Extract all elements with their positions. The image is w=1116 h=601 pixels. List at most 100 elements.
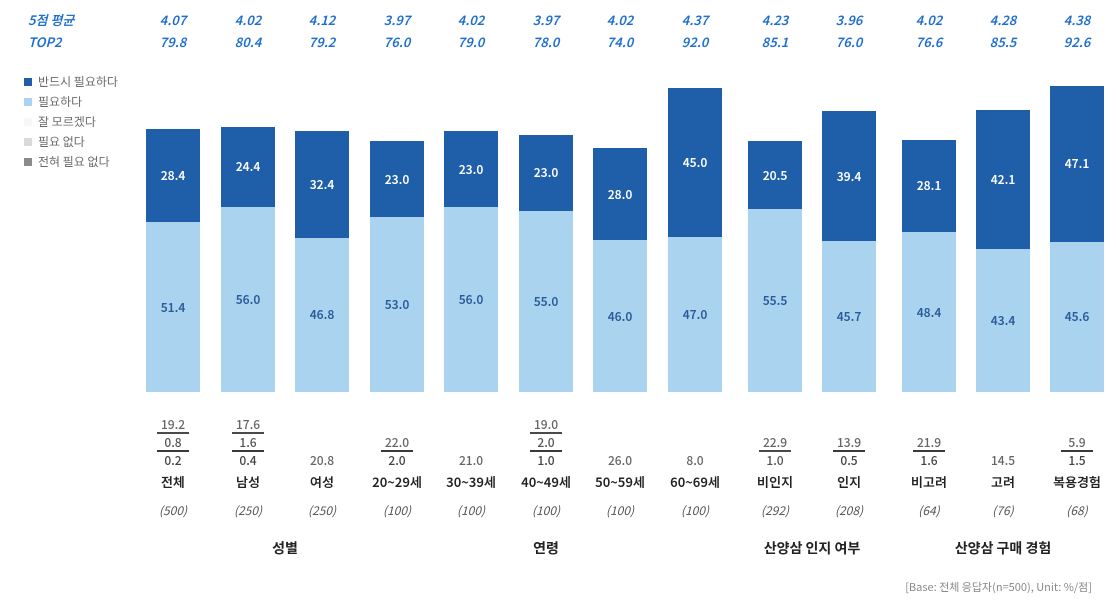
bar-segment-value: 23.0	[385, 171, 410, 188]
bar-segment-needed: 46.8	[295, 238, 349, 392]
below-bar-values: 21.91.6	[902, 435, 956, 468]
below-bar-values: 22.91.0	[748, 435, 802, 468]
bar-segment-value: 51.4	[161, 299, 186, 316]
bar-segment-value: 45.0	[683, 154, 708, 171]
metric-mean-value: 4.02	[590, 10, 650, 29]
dont-know-value: 26.0	[593, 453, 647, 468]
not-needed-at-all-value: 0.4	[232, 450, 264, 468]
not-needed-at-all-value: 0.5	[833, 450, 865, 468]
below-bar-values: 13.90.5	[822, 435, 876, 468]
bar-segment-value: 28.1	[917, 177, 942, 194]
metric-top2-value: 76.6	[899, 32, 959, 51]
bar-segment-strongly-needed: 45.0	[668, 88, 722, 237]
x-axis-label: 고려	[968, 472, 1038, 491]
group-header: 산양삼 구매 경험	[893, 538, 1113, 558]
dont-know-value: 5.9	[1050, 435, 1104, 450]
not-needed-at-all-value: 1.5	[1061, 450, 1093, 468]
bar-segment-value: 55.0	[534, 293, 559, 310]
bar-segment-value: 42.1	[991, 171, 1016, 188]
metric-mean-value: 3.97	[516, 10, 576, 29]
below-bar-values: 8.0	[668, 453, 722, 468]
metric-top2-value: 79.2	[292, 32, 352, 51]
bar-segment-strongly-needed: 39.4	[822, 111, 876, 241]
below-bar-values: 19.20.80.2	[146, 417, 200, 468]
n-label: (68)	[1047, 502, 1107, 519]
bar-segment-value: 47.0	[683, 306, 708, 323]
bar-segment-value: 28.4	[161, 167, 186, 184]
bar-segment-value: 23.0	[459, 161, 484, 178]
bar-segment-needed: 43.4	[976, 249, 1030, 392]
metric-mean-value: 4.02	[899, 10, 959, 29]
n-label: (500)	[143, 502, 203, 519]
bar-segment-needed: 55.0	[519, 211, 573, 393]
bar-segment-needed: 56.0	[221, 207, 275, 392]
n-label: (100)	[516, 502, 576, 519]
metric-mean-value: 4.02	[218, 10, 278, 29]
bar-segment-strongly-needed: 28.4	[146, 129, 200, 223]
metric-top2-value: 92.6	[1047, 32, 1107, 51]
dont-know-value: 22.9	[748, 435, 802, 450]
bar-column: 23.056.021.0	[444, 62, 498, 392]
bar-segment-value: 32.4	[310, 176, 335, 193]
bar-segment-needed: 47.0	[668, 237, 722, 392]
metric-top2-value: 74.0	[590, 32, 650, 51]
x-axis-label: 60~69세	[660, 472, 730, 491]
metric-top2-value: 79.8	[143, 32, 203, 51]
n-label: (292)	[745, 502, 805, 519]
bar-column: 42.143.414.5	[976, 62, 1030, 392]
metric-row-label-top2: TOP2	[28, 32, 108, 51]
bar-segment-needed: 48.4	[902, 232, 956, 392]
metric-top2-value: 79.0	[441, 32, 501, 51]
metric-mean-value: 4.12	[292, 10, 352, 29]
bar-segment-needed: 53.0	[370, 217, 424, 392]
metric-row-label-mean: 5점 평균	[28, 10, 108, 29]
bar-segment-value: 39.4	[837, 168, 862, 185]
bar-segment-strongly-needed: 28.0	[593, 148, 647, 240]
metric-mean-value: 4.38	[1047, 10, 1107, 29]
bar-segment-value: 47.1	[1065, 155, 1090, 172]
metric-top2-value: 80.4	[218, 32, 278, 51]
x-axis-label: 전체	[138, 472, 208, 491]
below-bar-values: 14.5	[976, 453, 1030, 468]
bar-segment-strongly-needed: 23.0	[519, 135, 573, 211]
bar-segment-needed: 45.7	[822, 241, 876, 392]
n-label: (208)	[819, 502, 879, 519]
metric-mean-value: 4.02	[441, 10, 501, 29]
dont-know-value: 17.6	[221, 417, 275, 432]
not-needed-at-all-value: 0.2	[157, 450, 189, 468]
bar-segment-strongly-needed: 32.4	[295, 131, 349, 238]
not-needed-value: 1.0	[759, 450, 791, 468]
bar-segment-strongly-needed: 42.1	[976, 110, 1030, 249]
metric-mean-value: 3.96	[819, 10, 879, 29]
bar-segment-value: 23.0	[534, 164, 559, 181]
footnote: [Base: 전체 응답자(n=500), Unit: %/점]	[905, 579, 1092, 595]
bar-column: 24.456.017.61.60.4	[221, 62, 275, 392]
metric-mean-value: 4.07	[143, 10, 203, 29]
below-bar-values: 17.61.60.4	[221, 417, 275, 468]
bar-segment-value: 56.0	[236, 291, 261, 308]
dont-know-value: 13.9	[822, 435, 876, 450]
n-label: (250)	[218, 502, 278, 519]
bar-segment-value: 48.4	[917, 304, 942, 321]
n-label: (64)	[899, 502, 959, 519]
metric-top2-value: 78.0	[516, 32, 576, 51]
not-needed-value: 2.0	[530, 432, 562, 450]
bar-column: 28.451.419.20.80.2	[146, 62, 200, 392]
not-needed-at-all-value: 2.0	[381, 450, 413, 468]
x-axis-label: 50~59세	[585, 472, 655, 491]
bar-segment-strongly-needed: 28.1	[902, 140, 956, 233]
dont-know-value: 19.0	[519, 417, 573, 432]
metric-mean-value: 4.28	[973, 10, 1033, 29]
metric-top2-value: 76.0	[819, 32, 879, 51]
below-bar-values: 20.8	[295, 453, 349, 468]
bar-segment-strongly-needed: 23.0	[444, 131, 498, 207]
top-metrics: 5점 평균 TOP2 4.074.024.123.974.023.974.024…	[0, 10, 1116, 54]
bar-column: 32.446.820.8	[295, 62, 349, 392]
dont-know-value: 22.0	[370, 435, 424, 450]
bar-segment-needed: 46.0	[593, 240, 647, 392]
below-bar-values: 26.0	[593, 453, 647, 468]
below-bar-values: 5.91.5	[1050, 435, 1104, 468]
metric-top2-value: 92.0	[665, 32, 725, 51]
not-needed-at-all-value: 1.6	[913, 450, 945, 468]
dont-know-value: 8.0	[668, 453, 722, 468]
